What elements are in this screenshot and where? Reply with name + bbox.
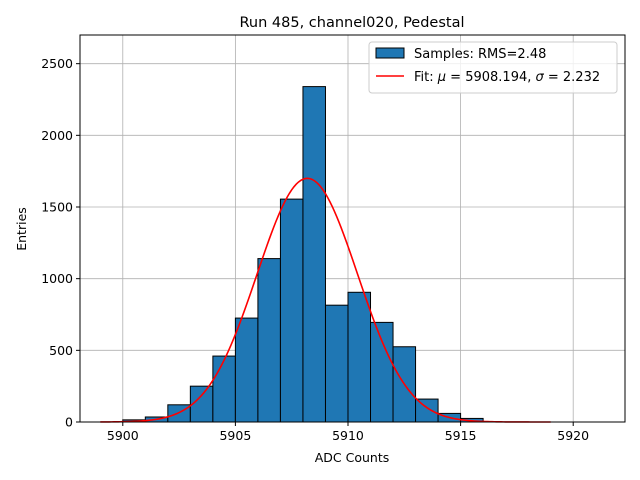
x-tick-label: 5905 [219,428,251,443]
y-tick-label: 500 [49,343,73,358]
legend: Samples: RMS=2.48 Fit: μ = 5908.194, σ =… [368,41,618,94]
y-tick-label: 2000 [41,128,73,143]
x-tick-label: 5900 [107,428,139,443]
histogram-bar [347,291,372,423]
y-axis-ticks: 0 500 1000 1500 2000 2500 [41,56,80,430]
legend-fit-mu-symbol: μ [437,70,446,85]
plot-frame [79,34,626,423]
histogram-bar [189,385,214,423]
y-tick-label: 1500 [41,200,73,215]
plot-area: 5900 5905 5910 5915 5920 0 500 1000 1500 2000 250… [41,34,626,443]
x-tick-label: 5915 [445,428,477,443]
chart-title: Run 485, channel020, Pedestal [239,15,464,31]
histogram-bar [324,304,349,423]
legend-label-samples: Samples: RMS=2.48 [414,47,546,62]
histogram-bar [370,321,394,423]
x-axis-ticks: 5900 5905 5910 5915 5920 [107,422,589,443]
histogram-bars [122,86,484,423]
histogram-bar [234,317,259,423]
legend-label-fit: Fit: μ = 5908.194, σ = 2.232 [414,70,600,85]
fit-curve [100,177,551,423]
y-axis-label: Entries [14,207,29,251]
histogram-bar [302,86,326,423]
histogram-bar [257,258,281,423]
y-tick-label: 2500 [41,56,73,71]
x-axis-label: ADC Counts [315,450,390,465]
y-tick-label: 1000 [41,271,73,286]
legend-swatch-samples [375,47,405,59]
legend-box [368,41,618,94]
x-tick-label: 5920 [557,428,589,443]
legend-fit-prefix: Fit: [414,70,438,85]
histogram-bar [212,355,236,423]
legend-fit-sigma-symbol: σ [536,70,545,85]
legend-fit-mu-value: = 5908.194, [446,70,535,85]
y-tick-label: 0 [65,415,73,430]
legend-fit-sigma-value: = 2.232 [544,70,600,85]
x-tick-label: 5910 [332,428,364,443]
histogram-bar [279,198,304,423]
histogram-bar [415,398,439,423]
